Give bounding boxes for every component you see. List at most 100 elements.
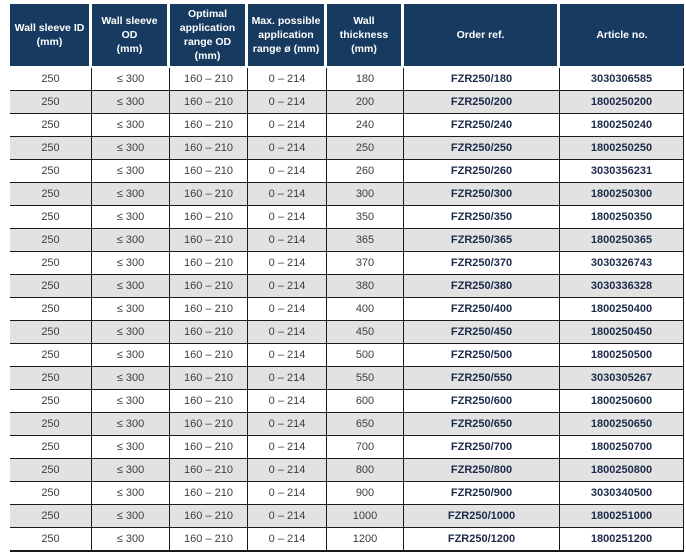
cell-wall-sleeve-od: ≤ 300 — [92, 229, 170, 252]
cell-max-possible-application-range: 0 – 214 — [248, 413, 327, 436]
table-row: 250 ≤ 300 160 – 210 0 – 214 500 FZR250/500 180… — [10, 344, 684, 367]
cell-article-no: 1800250240 — [560, 114, 684, 137]
cell-max-possible-application-range: 0 – 214 — [248, 229, 327, 252]
cell-optimal-application-range-od: 160 – 210 — [170, 298, 248, 321]
cell-optimal-application-range-od: 160 – 210 — [170, 321, 248, 344]
cell-wall-thickness: 180 — [327, 68, 404, 91]
cell-max-possible-application-range: 0 – 214 — [248, 482, 327, 505]
cell-article-no: 1800250450 — [560, 321, 684, 344]
table-row: 250 ≤ 300 160 – 210 0 – 214 380 FZR250/380 303… — [10, 275, 684, 298]
cell-optimal-application-range-od: 160 – 210 — [170, 183, 248, 206]
cell-wall-thickness: 370 — [327, 252, 404, 275]
cell-wall-sleeve-id: 250 — [10, 160, 92, 183]
cell-max-possible-application-range: 0 – 214 — [248, 91, 327, 114]
cell-max-possible-application-range: 0 – 214 — [248, 275, 327, 298]
cell-article-no: 3030356231 — [560, 160, 684, 183]
cell-order-ref: FZR250/240 — [404, 114, 560, 137]
cell-wall-thickness: 350 — [327, 206, 404, 229]
cell-wall-sleeve-od: ≤ 300 — [92, 183, 170, 206]
cell-wall-sleeve-id: 250 — [10, 298, 92, 321]
column-header-wall-sleeve-od: Wall sleeve OD (mm) — [92, 4, 170, 68]
cell-wall-sleeve-id: 250 — [10, 229, 92, 252]
cell-article-no: 1800250500 — [560, 344, 684, 367]
table-row: 250 ≤ 300 160 – 210 0 – 214 900 FZR250/900 303… — [10, 482, 684, 505]
cell-order-ref: FZR250/260 — [404, 160, 560, 183]
cell-wall-sleeve-id: 250 — [10, 413, 92, 436]
cell-optimal-application-range-od: 160 – 210 — [170, 160, 248, 183]
cell-wall-sleeve-od: ≤ 300 — [92, 137, 170, 160]
cell-wall-thickness: 200 — [327, 91, 404, 114]
table-row: 250 ≤ 300 160 – 210 0 – 214 350 FZR250/350 180… — [10, 206, 684, 229]
cell-max-possible-application-range: 0 – 214 — [248, 367, 327, 390]
cell-article-no: 1800250200 — [560, 91, 684, 114]
cell-wall-sleeve-id: 250 — [10, 183, 92, 206]
cell-optimal-application-range-od: 160 – 210 — [170, 367, 248, 390]
cell-wall-sleeve-id: 250 — [10, 91, 92, 114]
cell-wall-sleeve-id: 250 — [10, 206, 92, 229]
column-header-optimal-application-range-od: Optimal application range OD (mm) — [170, 4, 248, 68]
cell-wall-thickness: 240 — [327, 114, 404, 137]
cell-wall-thickness: 250 — [327, 137, 404, 160]
cell-optimal-application-range-od: 160 – 210 — [170, 436, 248, 459]
cell-optimal-application-range-od: 160 – 210 — [170, 482, 248, 505]
cell-wall-sleeve-od: ≤ 300 — [92, 275, 170, 298]
table-row: 250 ≤ 300 160 – 210 0 – 214 365 FZR250/365 180… — [10, 229, 684, 252]
cell-article-no: 1800250800 — [560, 459, 684, 482]
column-header-article-no: Article no. — [560, 4, 684, 68]
cell-max-possible-application-range: 0 – 214 — [248, 68, 327, 91]
cell-wall-sleeve-od: ≤ 300 — [92, 298, 170, 321]
table-row: 250 ≤ 300 160 – 210 0 – 214 260 FZR250/260 303… — [10, 160, 684, 183]
cell-optimal-application-range-od: 160 – 210 — [170, 413, 248, 436]
table-row: 250 ≤ 300 160 – 210 0 – 214 450 FZR250/450 180… — [10, 321, 684, 344]
cell-optimal-application-range-od: 160 – 210 — [170, 137, 248, 160]
cell-wall-sleeve-od: ≤ 300 — [92, 68, 170, 91]
cell-order-ref: FZR250/1200 — [404, 528, 560, 552]
table-row: 250 ≤ 300 160 – 210 0 – 214 370 FZR250/370 303… — [10, 252, 684, 275]
cell-wall-thickness: 365 — [327, 229, 404, 252]
cell-optimal-application-range-od: 160 – 210 — [170, 91, 248, 114]
cell-article-no: 1800251000 — [560, 505, 684, 528]
cell-wall-sleeve-od: ≤ 300 — [92, 413, 170, 436]
cell-max-possible-application-range: 0 – 214 — [248, 505, 327, 528]
cell-wall-thickness: 500 — [327, 344, 404, 367]
table-row: 250 ≤ 300 160 – 210 0 – 214 700 FZR250/700 180… — [10, 436, 684, 459]
cell-optimal-application-range-od: 160 – 210 — [170, 390, 248, 413]
cell-max-possible-application-range: 0 – 214 — [248, 436, 327, 459]
cell-max-possible-application-range: 0 – 214 — [248, 114, 327, 137]
cell-article-no: 1800251200 — [560, 528, 684, 552]
table-row: 250 ≤ 300 160 – 210 0 – 214 550 FZR250/550 303… — [10, 367, 684, 390]
cell-max-possible-application-range: 0 – 214 — [248, 344, 327, 367]
cell-wall-sleeve-od: ≤ 300 — [92, 344, 170, 367]
cell-wall-thickness: 800 — [327, 459, 404, 482]
cell-wall-sleeve-od: ≤ 300 — [92, 367, 170, 390]
cell-max-possible-application-range: 0 – 214 — [248, 137, 327, 160]
cell-wall-thickness: 550 — [327, 367, 404, 390]
cell-order-ref: FZR250/180 — [404, 68, 560, 91]
cell-wall-sleeve-id: 250 — [10, 321, 92, 344]
cell-wall-thickness: 450 — [327, 321, 404, 344]
table-row: 250 ≤ 300 160 – 210 0 – 214 250 FZR250/250 180… — [10, 137, 684, 160]
cell-max-possible-application-range: 0 – 214 — [248, 459, 327, 482]
cell-optimal-application-range-od: 160 – 210 — [170, 229, 248, 252]
column-header-order-ref: Order ref. — [404, 4, 560, 68]
cell-optimal-application-range-od: 160 – 210 — [170, 459, 248, 482]
product-spec-table: Wall sleeve ID (mm) Wall sleeve OD (mm) Op… — [10, 4, 684, 552]
table-row: 250 ≤ 300 160 – 210 0 – 214 180 FZR250/180 303… — [10, 68, 684, 91]
cell-article-no: 1800250700 — [560, 436, 684, 459]
cell-optimal-application-range-od: 160 – 210 — [170, 252, 248, 275]
cell-max-possible-application-range: 0 – 214 — [248, 298, 327, 321]
cell-wall-sleeve-od: ≤ 300 — [92, 114, 170, 137]
cell-wall-sleeve-id: 250 — [10, 482, 92, 505]
cell-wall-sleeve-id: 250 — [10, 528, 92, 552]
cell-wall-sleeve-id: 250 — [10, 137, 92, 160]
cell-max-possible-application-range: 0 – 214 — [248, 160, 327, 183]
cell-order-ref: FZR250/450 — [404, 321, 560, 344]
cell-order-ref: FZR250/600 — [404, 390, 560, 413]
cell-order-ref: FZR250/365 — [404, 229, 560, 252]
cell-article-no: 1800250350 — [560, 206, 684, 229]
column-header-max-possible-application-range: Max. possible application range ø (mm) — [248, 4, 327, 68]
cell-article-no: 3030340500 — [560, 482, 684, 505]
cell-order-ref: FZR250/500 — [404, 344, 560, 367]
cell-wall-sleeve-id: 250 — [10, 367, 92, 390]
cell-wall-sleeve-id: 250 — [10, 68, 92, 91]
